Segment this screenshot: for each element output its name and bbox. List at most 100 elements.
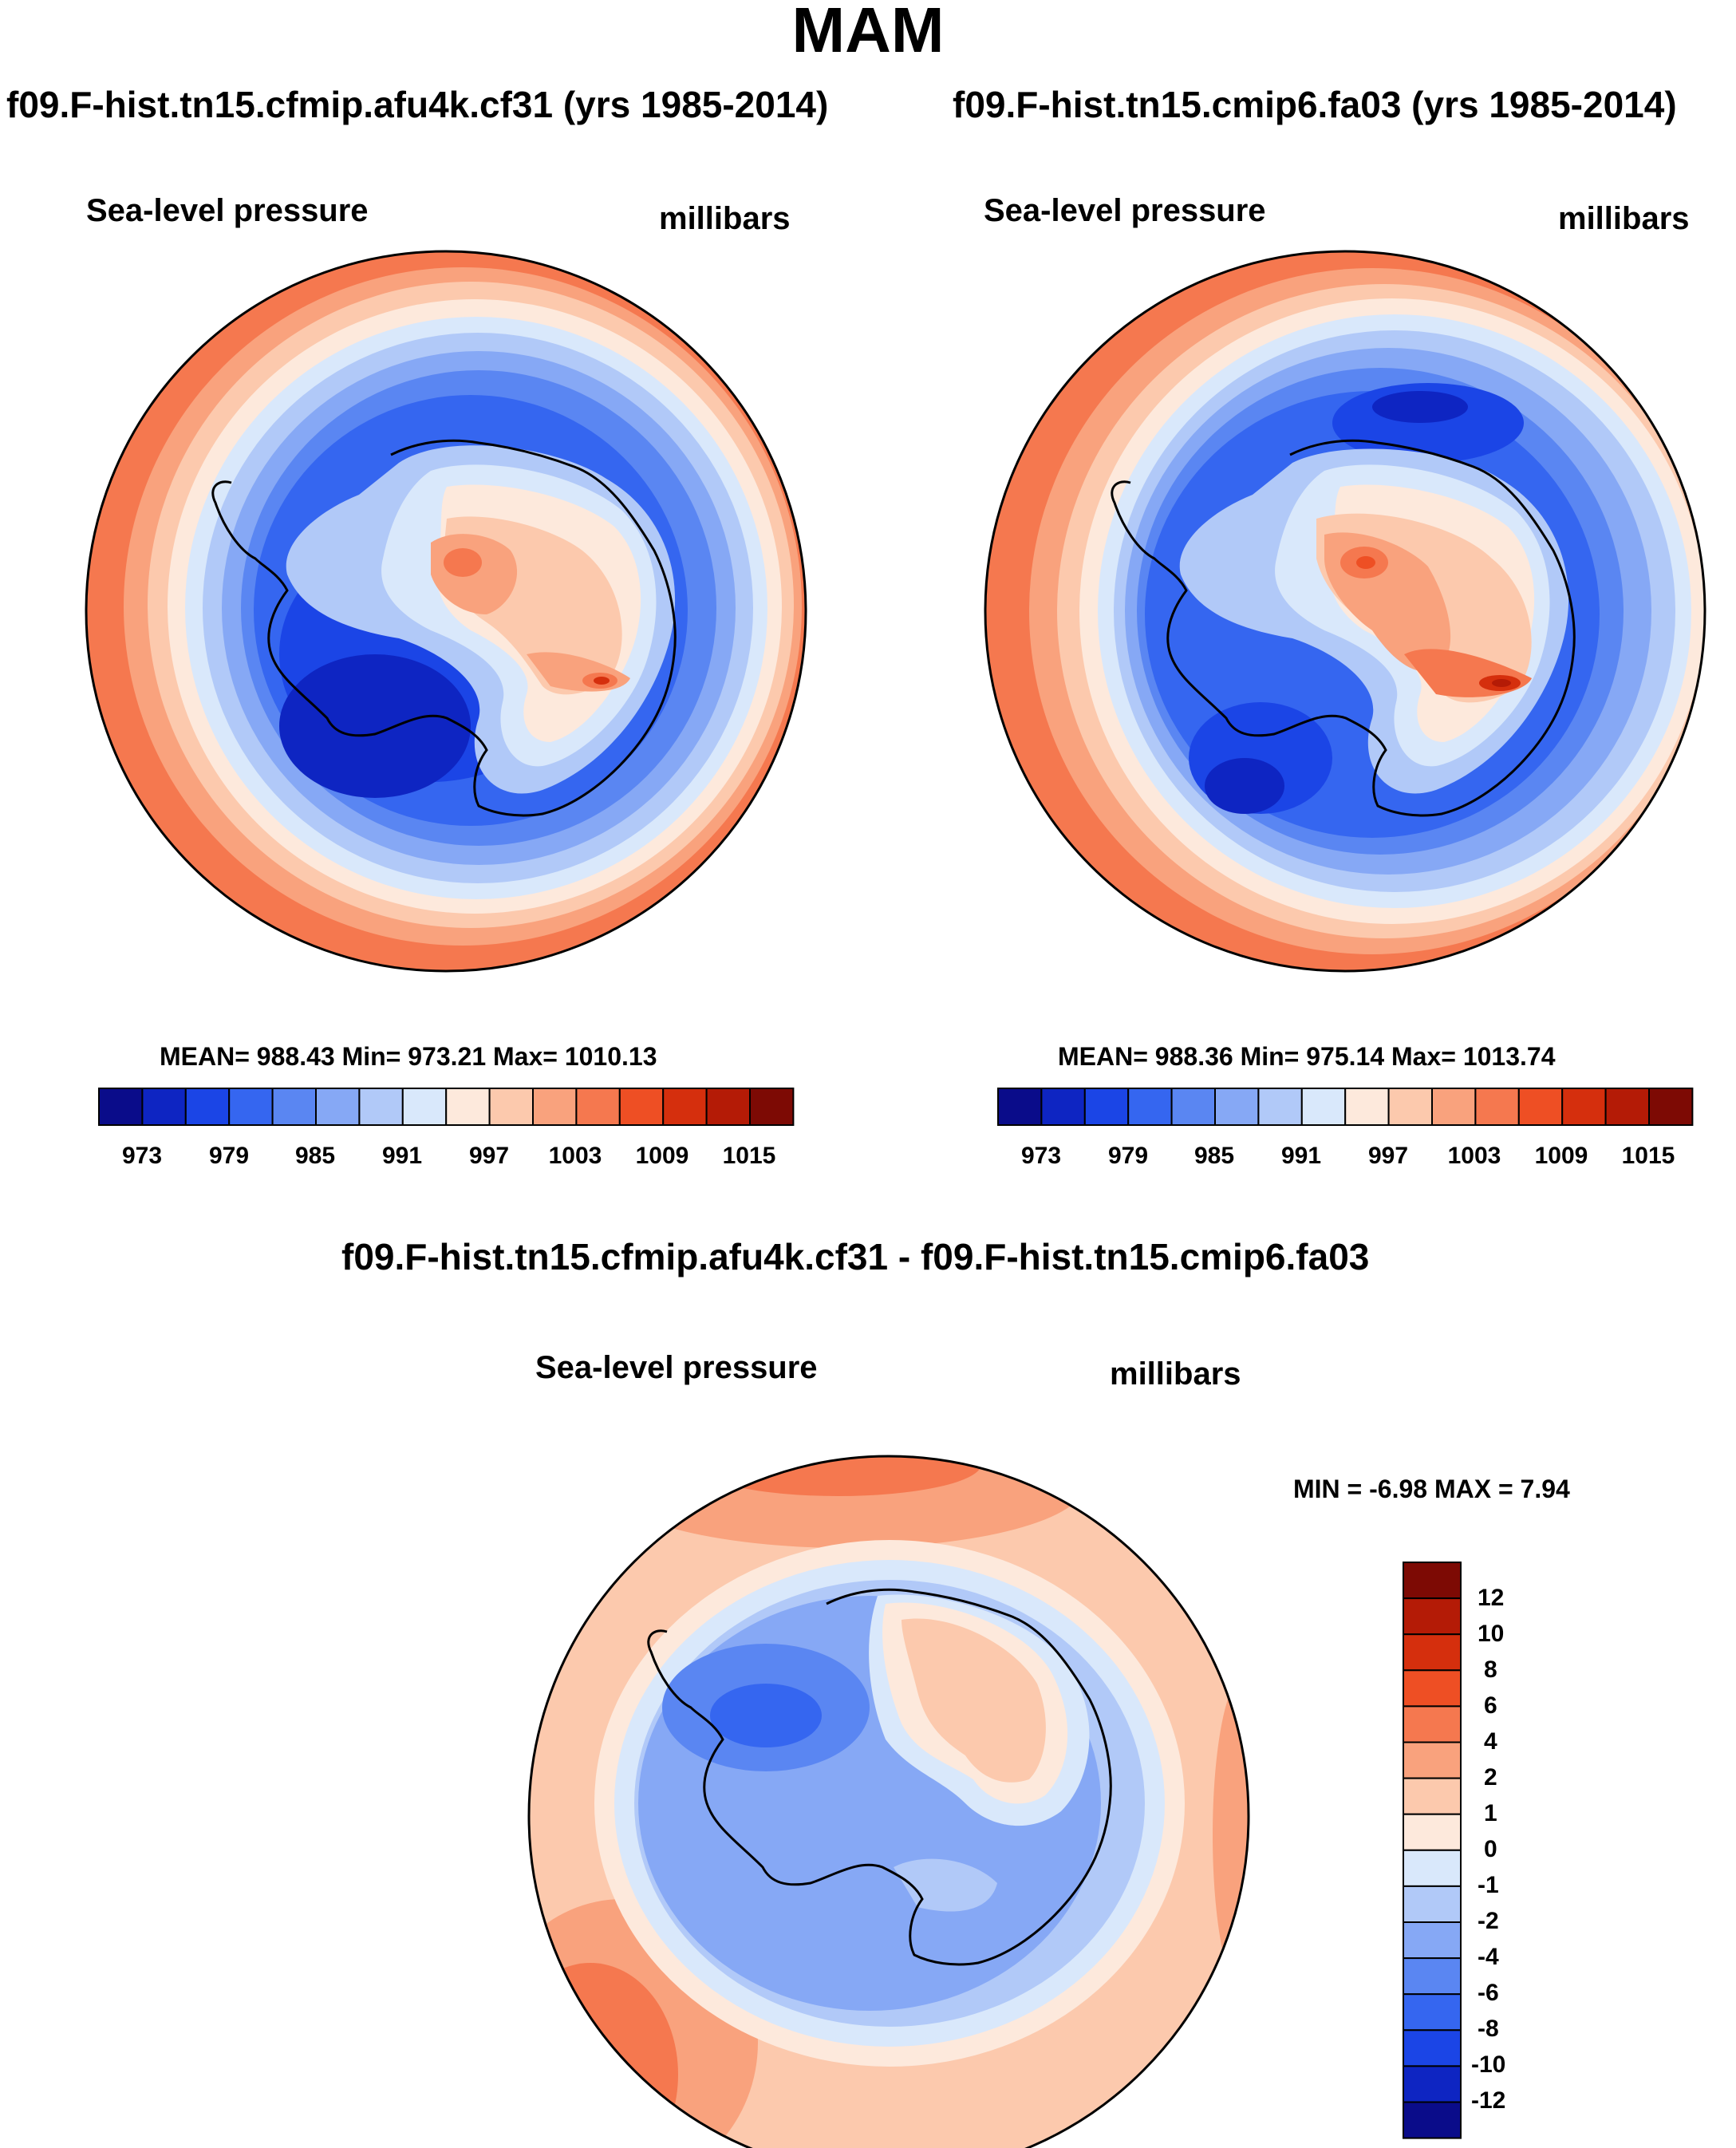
colorbar-swatch xyxy=(98,1088,144,1126)
left-polar-map xyxy=(86,251,806,971)
colorbar-swatch xyxy=(1431,1088,1477,1126)
colorbar-swatch xyxy=(662,1088,708,1126)
colorbar-swatch xyxy=(1403,1777,1462,1815)
colorbar-swatch xyxy=(445,1088,491,1126)
colorbar-swatch xyxy=(1403,1741,1462,1779)
right-colorbar-label: 985 xyxy=(1194,1143,1235,1169)
colorbar-swatch xyxy=(1561,1088,1607,1126)
difference-colorbar xyxy=(1403,1562,1462,2139)
colorbar-swatch xyxy=(1344,1088,1390,1126)
colorbar-swatch xyxy=(271,1088,318,1126)
difference-panel-title: f09.F-hist.tn15.cfmip.afu4k.cf31 - f09.F… xyxy=(341,1236,1370,1277)
difference-variable-label: Sea-level pressure xyxy=(535,1350,818,1385)
right-colorbar-label: 997 xyxy=(1367,1143,1409,1169)
colorbar-swatch xyxy=(1403,2065,1462,2103)
right-variable-label: Sea-level pressure xyxy=(984,193,1266,228)
difference-map-border xyxy=(527,1455,1250,2148)
right-colorbar xyxy=(997,1088,1694,1126)
difference-colorbar-label: 6 xyxy=(1484,1692,1497,1719)
left-colorbar-label: 991 xyxy=(381,1143,423,1169)
right-colorbar-label: 991 xyxy=(1280,1143,1322,1169)
colorbar-swatch xyxy=(1403,1993,1462,2032)
right-map-border xyxy=(984,250,1706,973)
right-panel-title: f09.F-hist.tn15.cmip6.fa03 (yrs 1985-201… xyxy=(953,84,1677,125)
colorbar-swatch xyxy=(997,1088,1043,1126)
colorbar-swatch xyxy=(1604,1088,1650,1126)
left-colorbar-label: 979 xyxy=(208,1143,250,1169)
left-colorbar-label: 1003 xyxy=(548,1143,602,1169)
right-colorbar-label: 1003 xyxy=(1447,1143,1501,1169)
right-colorbar-label: 979 xyxy=(1107,1143,1149,1169)
colorbar-swatch xyxy=(315,1088,361,1126)
colorbar-swatch xyxy=(1387,1088,1433,1126)
colorbar-swatch xyxy=(1083,1088,1130,1126)
left-stats: MEAN= 988.43 Min= 973.21 Max= 1010.13 xyxy=(160,1042,657,1071)
colorbar-swatch xyxy=(618,1088,665,1126)
difference-colorbar-label: -1 xyxy=(1478,1872,1499,1898)
colorbar-swatch xyxy=(358,1088,404,1126)
colorbar-swatch xyxy=(1403,2029,1462,2067)
left-colorbar-label: 973 xyxy=(121,1143,163,1169)
right-stats: MEAN= 988.36 Min= 975.14 Max= 1013.74 xyxy=(1058,1042,1556,1071)
difference-colorbar-label: -8 xyxy=(1478,2016,1499,2042)
colorbar-swatch xyxy=(749,1088,795,1126)
colorbar-swatch xyxy=(1403,1705,1462,1743)
right-colorbar-label: 1015 xyxy=(1621,1143,1675,1169)
difference-units-label: millibars xyxy=(1110,1356,1241,1392)
colorbar-swatch xyxy=(1127,1088,1173,1126)
left-units-label: millibars xyxy=(659,201,791,236)
colorbar-swatch xyxy=(1403,2101,1462,2139)
difference-colorbar-label: -6 xyxy=(1478,1980,1499,2006)
right-colorbar-label: 973 xyxy=(1020,1143,1062,1169)
colorbar-swatch xyxy=(1257,1088,1303,1126)
left-variable-label: Sea-level pressure xyxy=(86,193,369,228)
difference-colorbar-label: 2 xyxy=(1484,1764,1497,1791)
left-map-border xyxy=(85,250,807,973)
left-colorbar-label: 985 xyxy=(294,1143,336,1169)
colorbar-swatch xyxy=(184,1088,231,1126)
colorbar-swatch xyxy=(1170,1088,1216,1126)
left-colorbar-label: 1015 xyxy=(722,1143,776,1169)
difference-colorbar-label: 8 xyxy=(1484,1656,1497,1683)
colorbar-swatch xyxy=(401,1088,448,1126)
colorbar-swatch xyxy=(228,1088,274,1126)
colorbar-swatch xyxy=(575,1088,621,1126)
right-colorbar-label: 1009 xyxy=(1534,1143,1588,1169)
figure-title: MAM xyxy=(791,0,945,65)
left-panel-title: f09.F-hist.tn15.cfmip.afu4k.cf31 (yrs 19… xyxy=(6,84,829,125)
colorbar-swatch xyxy=(532,1088,578,1126)
colorbar-swatch xyxy=(1403,1633,1462,1672)
colorbar-swatch xyxy=(705,1088,751,1126)
colorbar-swatch xyxy=(1403,1562,1462,1600)
difference-colorbar-label: 10 xyxy=(1478,1621,1505,1647)
right-units-label: millibars xyxy=(1558,201,1690,236)
left-colorbar xyxy=(98,1088,795,1126)
difference-colorbar-label: -12 xyxy=(1471,2087,1506,2114)
difference-colorbar-label: 1 xyxy=(1484,1800,1497,1826)
left-colorbar-label: 997 xyxy=(468,1143,510,1169)
difference-colorbar-label: 0 xyxy=(1484,1836,1497,1862)
difference-colorbar-label: 4 xyxy=(1484,1728,1497,1755)
colorbar-swatch xyxy=(1517,1088,1564,1126)
difference-colorbar-label: -2 xyxy=(1478,1908,1499,1934)
colorbar-swatch xyxy=(1403,1813,1462,1851)
colorbar-swatch xyxy=(1648,1088,1694,1126)
colorbar-swatch xyxy=(1403,1597,1462,1636)
difference-minmax: MIN = -6.98 MAX = 7.94 xyxy=(1293,1475,1570,1503)
difference-colorbar-label: -10 xyxy=(1471,2051,1506,2078)
colorbar-swatch xyxy=(1403,1885,1462,1923)
colorbar-swatch xyxy=(1403,1921,1462,1960)
difference-colorbar-label: -4 xyxy=(1478,1944,1499,1970)
right-polar-map xyxy=(985,251,1705,971)
colorbar-swatch xyxy=(1214,1088,1260,1126)
colorbar-swatch xyxy=(141,1088,187,1126)
colorbar-swatch xyxy=(1300,1088,1347,1126)
colorbar-swatch xyxy=(1403,1849,1462,1887)
difference-colorbar-label: 12 xyxy=(1478,1585,1505,1611)
colorbar-swatch xyxy=(1474,1088,1520,1126)
left-colorbar-label: 1009 xyxy=(635,1143,689,1169)
colorbar-swatch xyxy=(488,1088,534,1126)
colorbar-swatch xyxy=(1040,1088,1086,1126)
colorbar-swatch xyxy=(1403,1669,1462,1708)
